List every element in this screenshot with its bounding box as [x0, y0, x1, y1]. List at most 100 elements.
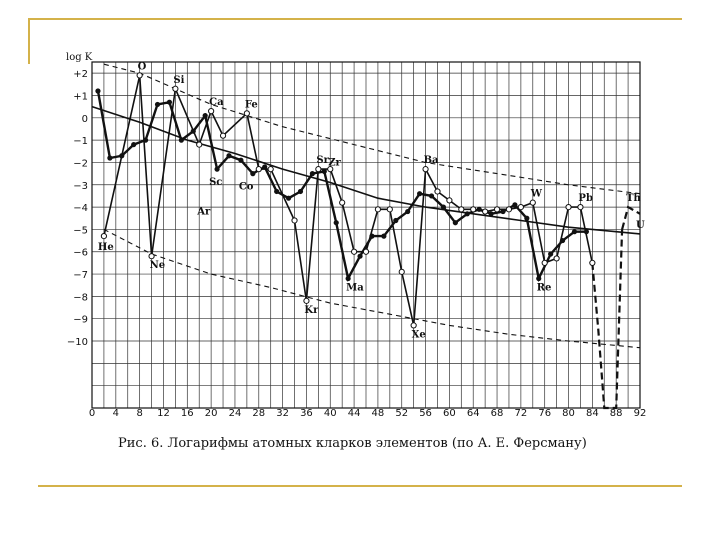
point-open: [434, 188, 441, 195]
frame-left-line: [28, 18, 30, 64]
point-filled: [512, 202, 518, 208]
point-filled: [285, 195, 292, 201]
y-tick-label: −9: [73, 315, 88, 326]
point-open: [410, 322, 417, 329]
y-tick-label: −2: [73, 158, 88, 169]
point-filled: [274, 188, 280, 195]
element-label: Ba: [424, 155, 439, 166]
x-tick-label: 32: [276, 408, 289, 419]
element-label: Ne: [150, 260, 166, 271]
plot-border: [91, 61, 641, 409]
point-open: [243, 110, 250, 117]
point-filled: [95, 88, 101, 94]
x-tick-label: 92: [634, 408, 647, 419]
point-open: [470, 206, 477, 213]
series-line-dashed-rise: [621, 205, 641, 230]
x-tick-label: 20: [205, 408, 218, 419]
x-tick-label: 60: [443, 408, 456, 419]
point-filled: [428, 193, 435, 199]
point-filled: [500, 208, 506, 215]
x-tick-label: 4: [113, 408, 119, 419]
element-label: He: [98, 242, 114, 253]
x-tick-label: 88: [610, 408, 623, 419]
x-tick-label: 84: [586, 408, 599, 419]
x-tick-label: 68: [491, 408, 504, 419]
point-filled: [488, 211, 494, 217]
point-open: [517, 203, 524, 211]
frame-bottom-line: [38, 485, 682, 487]
x-tick-label: 64: [467, 408, 480, 419]
y-tick-label: +1: [73, 91, 88, 102]
y-tick-label: −6: [73, 248, 88, 259]
point-filled: [405, 208, 411, 215]
series-line-upper-bound: [103, 63, 641, 195]
point-filled: [357, 253, 363, 259]
y-tick-label: −5: [73, 225, 88, 236]
point-filled: [107, 155, 113, 161]
point-open: [196, 141, 203, 148]
point-filled: [524, 215, 530, 221]
point-open: [303, 297, 310, 304]
point-open: [565, 203, 572, 211]
element-label: Co: [239, 182, 254, 193]
element-label: Pb: [578, 193, 593, 204]
y-axis-title: log K: [66, 52, 93, 63]
point-filled: [548, 251, 554, 257]
series-line-trend: [91, 105, 641, 235]
series-line-lower-bound: [103, 228, 641, 349]
x-tick-label: 8: [136, 408, 142, 419]
point-open: [529, 199, 536, 206]
point-open: [267, 166, 274, 173]
element-label: U: [636, 220, 645, 231]
y-tick-label: 0: [82, 114, 88, 125]
x-tick-label: 48: [372, 408, 385, 419]
point-open: [458, 206, 465, 213]
point-filled: [571, 229, 578, 235]
point-open: [148, 253, 155, 260]
x-tick-label: 80: [562, 408, 575, 419]
element-label: Ma: [346, 283, 364, 294]
point-open: [553, 255, 560, 262]
x-tick-label: 76: [538, 408, 551, 419]
point-open: [339, 199, 346, 206]
point-open: [291, 217, 298, 224]
y-tick-label: −3: [73, 181, 88, 192]
point-open: [577, 203, 584, 211]
x-tick-label: 52: [395, 408, 408, 419]
element-label: Ca: [209, 97, 224, 108]
point-filled: [214, 166, 220, 172]
point-filled: [131, 141, 137, 148]
point-open: [350, 248, 358, 255]
point-filled: [166, 99, 173, 105]
point-filled: [393, 217, 399, 224]
point-open: [374, 206, 382, 213]
point-filled: [119, 153, 125, 159]
point-open: [208, 108, 215, 115]
element-label: Fe: [245, 99, 258, 110]
point-filled: [452, 220, 458, 226]
x-tick-label: 72: [515, 408, 528, 419]
point-filled: [202, 112, 208, 119]
point-filled: [369, 233, 375, 239]
element-label: Th: [626, 193, 641, 204]
point-filled: [297, 188, 304, 195]
point-filled: [262, 164, 268, 170]
point-filled: [154, 101, 161, 108]
x-tick-label: 0: [89, 408, 95, 419]
x-tick-label: 28: [252, 408, 265, 419]
y-tick-label: −10: [67, 337, 88, 348]
point-open: [219, 132, 227, 139]
x-tick-label: 16: [181, 408, 194, 419]
point-filled: [559, 237, 566, 244]
y-tick-label: −4: [73, 203, 88, 214]
point-filled: [417, 191, 423, 197]
point-filled: [345, 275, 351, 282]
point-open: [493, 206, 501, 213]
x-tick-label: 36: [300, 408, 313, 419]
point-open: [422, 166, 429, 173]
element-label: Re: [537, 283, 552, 294]
point-filled: [476, 206, 482, 212]
point-filled: [440, 204, 447, 210]
